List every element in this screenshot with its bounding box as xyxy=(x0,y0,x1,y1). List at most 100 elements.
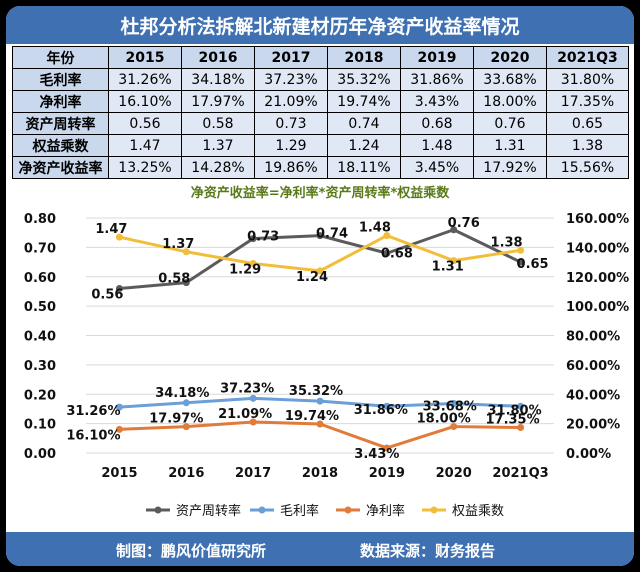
data-label: 0.76 xyxy=(448,216,480,231)
table-cell: 34.18% xyxy=(181,68,255,91)
table-row: 净资产收益率 13.25% 14.28% 19.86% 18.11% 3.45% 17.92… xyxy=(12,156,629,179)
table-cell: 14.28% xyxy=(181,156,255,179)
table-column-header: 2020 xyxy=(473,46,547,69)
table-header-row: 年份 2015 2016 2017 2018 2019 2020 2021Q3 xyxy=(12,46,629,69)
data-point xyxy=(383,444,391,452)
data-label: 1.29 xyxy=(229,263,261,278)
table-cell: 16.10% xyxy=(108,90,182,113)
table-cell: 19.74% xyxy=(327,90,401,113)
table-row: 权益乘数 1.47 1.37 1.29 1.24 1.48 1.31 1.38 xyxy=(12,134,629,157)
data-point xyxy=(450,226,458,234)
chart-title: 净资产收益率=净利率*资产周转率*权益乘数 xyxy=(190,186,450,201)
table-row: 毛利率 31.26% 34.18% 37.23% 35.32% 31.86% 33.68% 3… xyxy=(12,68,629,91)
data-point xyxy=(182,248,190,256)
table-column-header: 2017 xyxy=(254,46,328,69)
data-label: 31.26% xyxy=(66,404,120,419)
y-left-tick-label: 0.60 xyxy=(24,271,56,286)
table-cell: 0.65 xyxy=(546,112,629,135)
data-label: 37.23% xyxy=(220,381,274,396)
data-label: 1.24 xyxy=(296,270,328,285)
table-cell: 17.92% xyxy=(473,156,547,179)
y-right-tick-label: 120.00% xyxy=(566,271,629,286)
data-point xyxy=(383,249,391,257)
x-tick-label: 2016 xyxy=(168,466,204,481)
data-label: 34.18% xyxy=(155,386,209,401)
table-row: 资产周转率 0.56 0.58 0.73 0.74 0.68 0.76 0.65 xyxy=(12,112,629,135)
financial-table: 年份 2015 2016 2017 2018 2019 2020 2021Q3 毛利率 31.2… xyxy=(12,46,629,179)
table-cell: 0.58 xyxy=(181,112,255,135)
data-point xyxy=(316,397,324,405)
y-right-tick-label: 80.00% xyxy=(566,330,620,345)
table-cell: 18.11% xyxy=(327,156,401,179)
y-right-tick-label: 60.00% xyxy=(566,359,620,374)
data-label: 19.74% xyxy=(285,409,339,424)
y-right-tick-label: 20.00% xyxy=(566,418,620,433)
x-tick-label: 2021Q3 xyxy=(492,466,548,481)
data-label: 3.43% xyxy=(354,447,399,462)
legend-marker xyxy=(430,506,438,514)
legend-marker xyxy=(344,506,352,514)
legend-label: 毛利率 xyxy=(280,503,319,519)
table-row-label: 净资产收益率 xyxy=(12,156,109,179)
data-point xyxy=(517,424,525,432)
table-cell: 18.00% xyxy=(473,90,547,113)
table-cell: 1.47 xyxy=(108,134,182,157)
data-label: 0.73 xyxy=(247,230,279,245)
data-label: 0.74 xyxy=(316,227,348,242)
data-point xyxy=(249,418,257,426)
table-cell: 0.68 xyxy=(400,112,474,135)
data-label: 17.97% xyxy=(149,412,203,427)
data-point xyxy=(249,394,257,402)
table-cell: 17.35% xyxy=(546,90,629,113)
table-column-header: 2016 xyxy=(181,46,255,69)
table-cell: 0.76 xyxy=(473,112,547,135)
footer-bar: 制图：鹏风价值研究所 数据来源：财务报告 xyxy=(6,532,634,566)
table-cell: 3.43% xyxy=(400,90,474,113)
data-point xyxy=(316,232,324,240)
data-label: 33.68% xyxy=(423,400,477,415)
table-column-header: 2021Q3 xyxy=(546,46,629,69)
data-point xyxy=(115,285,123,292)
table-cell: 13.25% xyxy=(108,156,182,179)
x-tick-label: 2015 xyxy=(101,466,137,481)
table-row-label: 权益乘数 xyxy=(12,134,109,157)
table-row-label: 净利率 xyxy=(12,90,109,113)
data-label: 0.68 xyxy=(381,246,413,261)
x-tick-label: 2019 xyxy=(369,466,405,481)
table-cell: 31.26% xyxy=(108,68,182,91)
data-point xyxy=(249,235,257,243)
data-label: 18.00% xyxy=(417,412,471,427)
data-point xyxy=(182,423,190,431)
data-point xyxy=(182,399,190,407)
table-cell: 1.31 xyxy=(473,134,547,157)
y-right-tick-label: 40.00% xyxy=(566,388,620,403)
y-right-tick-label: 0.00% xyxy=(566,447,611,462)
data-point xyxy=(115,425,123,433)
data-label: 1.31 xyxy=(432,260,464,275)
table-cell: 31.80% xyxy=(546,68,629,91)
y-left-tick-label: 0.70 xyxy=(24,241,56,256)
table-cell: 17.97% xyxy=(181,90,255,113)
data-point xyxy=(383,402,391,410)
legend-marker xyxy=(154,506,162,514)
y-left-tick-label: 0.20 xyxy=(24,388,56,403)
table-cell: 35.32% xyxy=(327,68,401,91)
table-row: 净利率 16.10% 17.97% 21.09% 19.74% 3.43% 18.00% 17… xyxy=(12,90,629,113)
footer-source: 数据来源：财务报告 xyxy=(360,542,496,560)
data-label: 0.65 xyxy=(517,257,549,272)
table-cell: 33.68% xyxy=(473,68,547,91)
data-label: 1.47 xyxy=(95,222,127,237)
table-row-label: 资产周转率 xyxy=(12,112,109,135)
page-title: 杜邦分析法拆解北新建材历年净资产收益率情况 xyxy=(6,6,634,44)
data-label: 35.32% xyxy=(289,384,343,399)
table-row-label: 毛利率 xyxy=(12,68,109,91)
x-tick-label: 2018 xyxy=(302,466,338,481)
legend-label: 资产周转率 xyxy=(176,503,241,519)
table-cell: 1.29 xyxy=(254,134,328,157)
table-cell: 15.56% xyxy=(546,156,629,179)
y-left-tick-label: 0.00 xyxy=(24,447,56,462)
data-label: 16.10% xyxy=(66,428,120,443)
data-label: 0.56 xyxy=(91,288,123,303)
data-point xyxy=(450,400,458,408)
table-cell: 19.86% xyxy=(254,156,328,179)
